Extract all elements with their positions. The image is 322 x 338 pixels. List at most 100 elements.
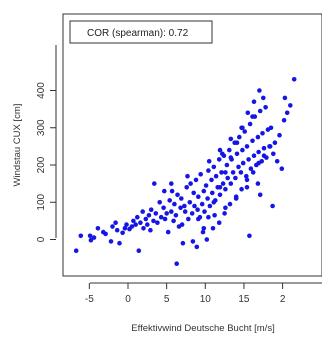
data-point [167,198,172,203]
data-point [172,201,177,207]
data-point [244,173,249,179]
data-point [225,175,230,181]
data-point [223,170,228,175]
data-point [234,140,240,145]
data-point [78,233,84,239]
data-point [201,188,207,194]
data-point [165,229,171,235]
data-point [114,227,120,233]
data-point [222,211,227,216]
data-point [169,188,175,194]
data-point [247,121,253,127]
data-point [261,145,267,151]
data-point [195,207,200,212]
data-point [274,159,280,164]
data-point [277,132,282,138]
data-point [238,170,244,175]
data-point [291,77,297,82]
data-point [242,129,247,134]
data-point [122,226,128,231]
data-point [182,203,187,209]
data-point [244,177,250,183]
data-point [227,147,232,153]
data-point [135,214,140,220]
data-point [207,203,213,209]
data-point [240,125,245,131]
data-point [187,200,193,205]
data-point [153,211,159,216]
data-point [174,261,179,267]
annotation-text: COR (spearman): 0.72 [87,28,189,39]
data-point [251,153,257,158]
correlation-annotation-box: COR (spearman): 0.72 [69,20,213,44]
data-point [236,164,241,170]
data-point [133,222,138,227]
data-point [268,125,274,131]
data-point [140,209,145,214]
data-point [244,144,250,149]
data-point [237,134,242,140]
data-point [198,172,203,177]
data-point [131,218,136,224]
data-point [248,166,254,171]
y-axis: 0 100 200 300 400 [36,45,57,242]
data-point [158,214,164,220]
data-point [148,227,153,233]
data-point [206,159,212,164]
data-point [279,166,285,171]
data-point [157,200,162,205]
data-point [103,231,108,237]
data-point [186,216,191,222]
data-point [136,248,142,253]
data-point [263,105,268,110]
data-point [260,131,265,136]
data-point [178,205,183,211]
data-point [143,216,149,222]
data-point [230,170,236,175]
data-point [244,185,250,190]
data-point [184,185,189,190]
data-point [220,151,225,157]
data-point [209,177,214,183]
x-axis-title: Effektivwind Deutsche Bucht [m/s] [131,323,274,334]
data-point [250,170,256,175]
data-point [233,175,238,181]
data-point [161,205,166,211]
data-point [210,190,215,196]
data-point [124,222,129,227]
data-point [108,239,114,244]
data-point [217,192,223,198]
x-tick-label: 0 [125,294,131,305]
data-point [87,233,93,239]
data-point [185,173,190,179]
x-tick-label: 5 [164,294,170,305]
data-point [191,190,196,196]
plot-frame [62,13,322,277]
data-point [169,209,174,214]
data-point [272,140,278,145]
y-tick-label: 200 [36,156,47,173]
data-point [117,240,122,246]
data-point [145,222,150,227]
data-point [257,108,263,114]
data-point [196,194,201,199]
data-point [245,110,251,116]
data-point [250,138,255,144]
data-point [251,99,257,104]
data-point [216,157,222,162]
data-point [188,181,193,186]
data-point [256,149,261,155]
data-point [246,157,251,162]
data-point [73,248,79,253]
data-point [212,213,217,218]
y-tick-label: 400 [36,82,47,99]
data-point [138,220,143,225]
data-point [152,181,157,186]
data-point [180,240,186,246]
points-layer [73,77,297,267]
y-axis-title: Windstau CUX [cm] [12,104,23,187]
data-point [257,192,263,198]
data-point [240,147,245,153]
data-point [204,237,210,242]
y-tick-label: 300 [36,119,47,136]
